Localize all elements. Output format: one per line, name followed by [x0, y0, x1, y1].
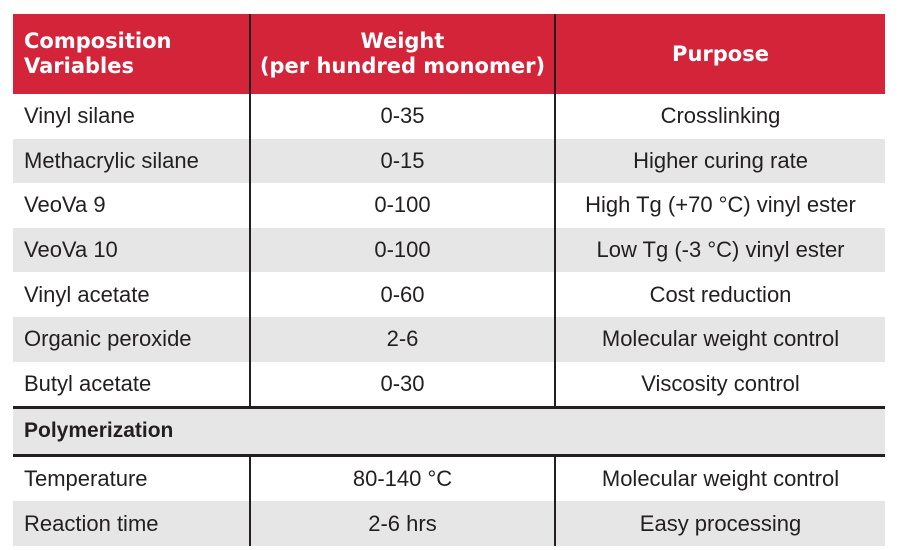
- table-row: Butyl acetate 0-30 Viscosity control: [13, 361, 885, 408]
- cell-purpose: Higher curing rate: [554, 138, 885, 184]
- header-col1-line1: Composition: [24, 29, 172, 53]
- cell-weight: 80-140 °C: [249, 455, 555, 502]
- table-header: Composition Variables Weight (per hundre…: [13, 14, 885, 94]
- cell-variable: VeoVa 10: [13, 227, 250, 273]
- cell-variable: Temperature: [13, 455, 250, 502]
- composition-table: Composition Variables Weight (per hundre…: [13, 14, 885, 546]
- table-body: Vinyl silane 0-35 Crosslinking Methacryl…: [13, 94, 885, 546]
- cell-variable: Vinyl acetate: [13, 272, 250, 317]
- composition-table-container: Composition Variables Weight (per hundre…: [13, 14, 885, 546]
- cell-purpose: Molecular weight control: [554, 455, 885, 502]
- header-col3: Purpose: [672, 41, 769, 66]
- cell-purpose: Cost reduction: [554, 272, 885, 317]
- cell-weight: 0-30: [249, 361, 555, 408]
- table-row: Vinyl acetate 0-60 Cost reduction: [13, 272, 885, 317]
- header-weight: Weight (per hundred monomer): [249, 14, 555, 94]
- cell-purpose: Easy processing: [554, 501, 885, 546]
- cell-variable: VeoVa 9: [13, 183, 250, 228]
- cell-variable: Butyl acetate: [13, 361, 250, 408]
- cell-weight: 0-60: [249, 272, 555, 317]
- table-row: VeoVa 9 0-100 High Tg (+70 °C) vinyl est…: [13, 183, 885, 228]
- cell-purpose: High Tg (+70 °C) vinyl ester: [554, 183, 885, 228]
- header-row: Composition Variables Weight (per hundre…: [13, 14, 885, 94]
- table-row: Temperature 80-140 °C Molecular weight c…: [13, 455, 885, 502]
- table-row: Organic peroxide 2-6 Molecular weight co…: [13, 316, 885, 362]
- section-row-polymerization: Polymerization: [13, 406, 885, 457]
- cell-purpose: Low Tg (-3 °C) vinyl ester: [554, 227, 885, 273]
- cell-weight: 0-100: [249, 227, 555, 273]
- cell-weight: 2-6 hrs: [249, 501, 555, 546]
- cell-weight: 2-6: [249, 316, 555, 362]
- cell-variable: Vinyl silane: [13, 94, 250, 139]
- cell-purpose: Viscosity control: [554, 361, 885, 408]
- cell-variable: Reaction time: [13, 501, 250, 546]
- cell-weight: 0-100: [249, 183, 555, 228]
- table-row: Methacrylic silane 0-15 Higher curing ra…: [13, 138, 885, 184]
- table-row: VeoVa 10 0-100 Low Tg (-3 °C) vinyl este…: [13, 227, 885, 273]
- header-purpose: Purpose: [554, 14, 885, 94]
- header-col1-line2: Variables: [24, 54, 134, 78]
- header-col2-line2: (per hundred monomer): [259, 54, 546, 78]
- cell-variable: Methacrylic silane: [13, 138, 250, 184]
- cell-weight: 0-35: [249, 94, 555, 139]
- table-row: Reaction time 2-6 hrs Easy processing: [13, 501, 885, 546]
- cell-purpose: Crosslinking: [554, 94, 885, 139]
- header-col2-line1: Weight: [360, 29, 445, 53]
- cell-purpose: Molecular weight control: [554, 316, 885, 362]
- header-composition-variables: Composition Variables: [13, 14, 250, 94]
- table-row: Vinyl silane 0-35 Crosslinking: [13, 94, 885, 139]
- section-title: Polymerization: [13, 406, 885, 457]
- cell-variable: Organic peroxide: [13, 316, 250, 362]
- cell-weight: 0-15: [249, 138, 555, 184]
